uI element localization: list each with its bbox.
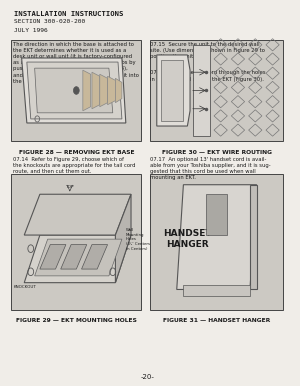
Polygon shape — [24, 235, 131, 283]
Polygon shape — [82, 245, 108, 269]
Text: 07.16  Route the tail cord through the holes
in the base and secure the EKT (Fig: 07.16 Route the tail cord through the ho… — [150, 70, 266, 81]
Polygon shape — [92, 72, 100, 109]
Text: -20-: -20- — [140, 374, 154, 380]
Polygon shape — [22, 58, 126, 123]
Text: FIGURE 30 — EKT WIRE ROUTING: FIGURE 30 — EKT WIRE ROUTING — [162, 150, 272, 155]
Text: KNOCKOUT: KNOCKOUT — [14, 285, 37, 290]
Bar — [150, 174, 283, 310]
Text: Wall
Mounting
Holes
(3⁄₃″ Centers
in Centers): Wall Mounting Holes (3⁄₃″ Centers in Cen… — [126, 228, 150, 251]
Text: 07.17  An optional 13' handset cord is avail-
able from your Toshiba supplier, a: 07.17 An optional 13' handset cord is av… — [150, 157, 271, 180]
Text: FIGURE 28 — REMOVING EKT BASE: FIGURE 28 — REMOVING EKT BASE — [19, 150, 134, 155]
Bar — [150, 40, 283, 141]
Text: FIGURE 31 — HANDSET HANGER: FIGURE 31 — HANDSET HANGER — [163, 318, 270, 323]
Polygon shape — [116, 194, 131, 283]
Polygon shape — [35, 68, 113, 113]
Polygon shape — [161, 60, 183, 121]
Polygon shape — [193, 45, 210, 136]
Polygon shape — [177, 185, 256, 290]
Text: 07.14  Refer to Figure 29, choose which of
the knockouts are appropriate for the: 07.14 Refer to Figure 29, choose which o… — [13, 157, 135, 174]
Text: INSTALLATION INSTRUCTIONS: INSTALLATION INSTRUCTIONS — [14, 11, 124, 17]
Text: SECTION 300-020-200: SECTION 300-020-200 — [14, 19, 85, 24]
Polygon shape — [24, 194, 131, 235]
Polygon shape — [250, 185, 256, 290]
Text: 07.15  Secure the unit to the desired wall
site. (Use dimensions shown in Figure: 07.15 Secure the unit to the desired wal… — [150, 42, 265, 59]
Text: TOP: TOP — [65, 185, 74, 189]
Polygon shape — [183, 285, 250, 296]
Polygon shape — [157, 55, 190, 126]
Polygon shape — [116, 78, 122, 103]
Circle shape — [74, 86, 79, 94]
Polygon shape — [27, 62, 122, 119]
Text: HANDSET
HANGER: HANDSET HANGER — [164, 229, 212, 249]
Polygon shape — [108, 76, 116, 105]
Text: FIGURE 29 — EKT MOUNTING HOLES: FIGURE 29 — EKT MOUNTING HOLES — [16, 318, 137, 323]
Polygon shape — [83, 70, 91, 111]
Polygon shape — [100, 74, 108, 107]
Text: JULY 1996: JULY 1996 — [14, 28, 48, 33]
Polygon shape — [61, 245, 87, 269]
Polygon shape — [40, 245, 66, 269]
Polygon shape — [35, 239, 122, 276]
Bar — [11, 174, 141, 310]
Bar — [11, 40, 141, 141]
Text: The direction in which the base is attached to
the EKT determines whether it is : The direction in which the base is attac… — [13, 42, 139, 84]
Polygon shape — [206, 194, 227, 235]
